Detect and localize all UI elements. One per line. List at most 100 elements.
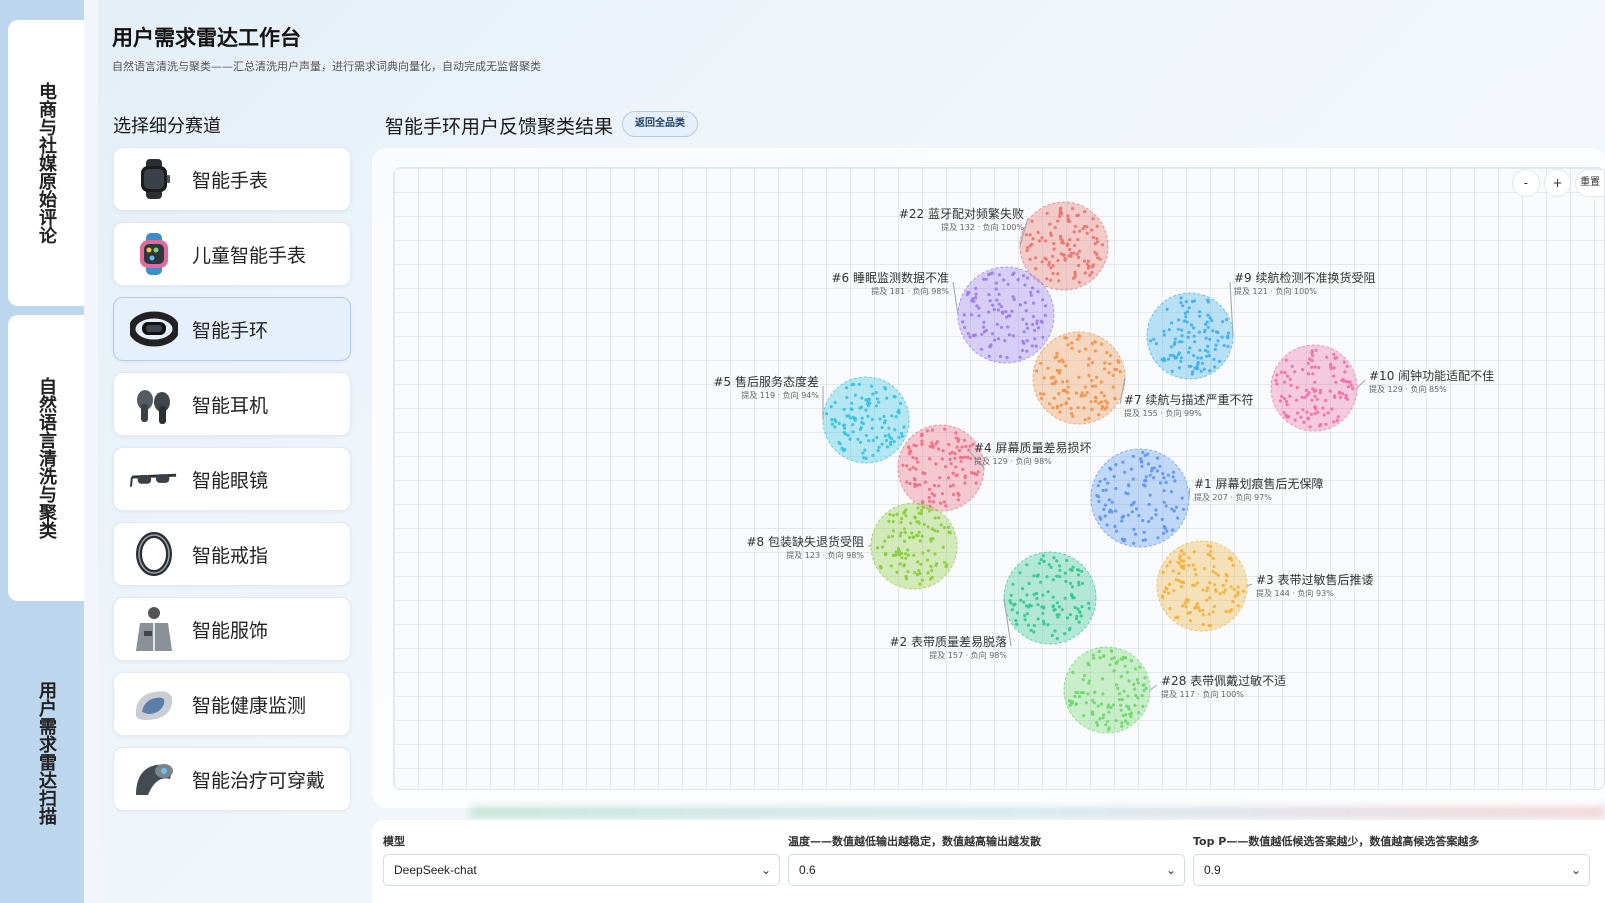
- cluster-point: [1041, 611, 1045, 616]
- cluster-point: [1129, 467, 1133, 471]
- cluster-point: [1025, 249, 1029, 253]
- cluster-point: [1024, 233, 1028, 237]
- cluster-point: [920, 439, 924, 443]
- cluster-point: [927, 487, 932, 491]
- cluster-point: [1080, 605, 1084, 609]
- cluster-point: [1209, 545, 1213, 549]
- cluster-point: [918, 483, 922, 487]
- cluster-point: [1126, 694, 1130, 698]
- cluster-point: [1072, 230, 1076, 234]
- cluster-point: [954, 436, 958, 440]
- cluster-point: [1148, 339, 1153, 343]
- cluster-point: [1068, 613, 1073, 617]
- cluster-point: [1209, 549, 1213, 554]
- cluster-point: [894, 415, 898, 419]
- tab-nlp-clustering[interactable]: 自然语言清洗与聚类: [8, 315, 84, 601]
- cluster-point: [1083, 224, 1087, 229]
- page-subtitle: 自然语言清洗与聚类——汇总清洗用户声量，进行需求词典向量化，自动完成无监督聚类: [112, 60, 541, 73]
- category-item-earbuds[interactable]: 智能耳机: [113, 372, 351, 436]
- back-to-all-button[interactable]: 返回全品类: [622, 111, 698, 137]
- category-item-kids-watch[interactable]: 儿童智能手表: [113, 222, 351, 286]
- cluster-point: [928, 444, 932, 448]
- cluster-point: [1195, 364, 1199, 368]
- cluster-point: [917, 521, 921, 525]
- zoom-out-button[interactable]: -: [1512, 169, 1540, 197]
- category-item-fitness-band[interactable]: 智能手环: [113, 297, 351, 361]
- category-item-smartwatch[interactable]: 智能手表: [113, 147, 351, 211]
- top-p-select[interactable]: 0.9 ⌄: [1193, 854, 1590, 886]
- category-heading: 选择细分赛道: [113, 116, 221, 137]
- cluster-point: [1012, 603, 1016, 607]
- cluster-point: [1173, 479, 1177, 483]
- cluster-point: [1201, 613, 1205, 617]
- cluster-point: [1109, 649, 1113, 653]
- cluster-point: [1162, 500, 1166, 504]
- cluster-point: [1070, 568, 1074, 572]
- cluster-stats: 提及 129 · 负向 98%: [974, 456, 1052, 466]
- category-item-smart-glasses[interactable]: 智能眼镜: [113, 447, 351, 511]
- cluster-point: [1049, 266, 1053, 270]
- cluster-point: [931, 537, 935, 541]
- cluster-point: [1216, 573, 1220, 577]
- cluster-point: [1090, 270, 1094, 275]
- cluster-point: [1313, 394, 1317, 398]
- cluster-point: [1041, 554, 1045, 558]
- cluster-chart[interactable]: #22 蓝牙配对频繁失败 提及 132 · 负向 100% #6 睡眠监测数据不准提…: [393, 167, 1605, 790]
- cluster-point: [896, 547, 901, 551]
- reset-button[interactable]: 重置: [1575, 169, 1605, 197]
- cluster-point: [874, 404, 878, 408]
- cluster-point: [1096, 484, 1100, 488]
- cluster-point: [1096, 704, 1100, 708]
- temperature-select[interactable]: 0.6 ⌄: [788, 854, 1185, 886]
- model-select[interactable]: DeepSeek-chat ⌄: [383, 854, 780, 886]
- cluster-point: [966, 455, 970, 459]
- cluster-stats: 提及 207 · 负向 97%: [1194, 492, 1272, 502]
- tab-demand-radar[interactable]: 用户需求雷达扫描: [8, 610, 84, 896]
- cluster-point: [1177, 571, 1181, 575]
- category-item-smart-ring[interactable]: 智能戒指: [113, 522, 351, 586]
- cluster-point: [929, 564, 933, 568]
- cluster-point: [1144, 686, 1148, 690]
- cluster-point: [1002, 278, 1006, 282]
- cluster-point: [946, 476, 951, 480]
- cluster-point: [1100, 342, 1104, 346]
- cluster-point: [1205, 354, 1209, 358]
- tab-raw-reviews[interactable]: 电商与社媒原始评论: [8, 20, 84, 306]
- cluster-point: [1211, 610, 1215, 614]
- cluster-point: [1111, 385, 1115, 389]
- cluster-point: [1080, 569, 1084, 573]
- cluster-point: [1306, 361, 1310, 365]
- category-item-therapy-wearable[interactable]: 智能治疗可穿戴: [113, 747, 351, 811]
- cluster-point: [1030, 344, 1034, 348]
- cluster-point: [1143, 479, 1147, 483]
- category-item-health-monitor[interactable]: 智能健康监测: [113, 672, 351, 736]
- cluster-point: [1114, 463, 1118, 467]
- cluster-point: [940, 492, 945, 496]
- cluster-point: [1326, 411, 1330, 415]
- cluster-point: [1042, 622, 1046, 626]
- zoom-in-button[interactable]: +: [1543, 169, 1572, 197]
- cluster-point: [1051, 604, 1056, 608]
- cluster-point: [1053, 608, 1057, 612]
- cluster-point: [1117, 698, 1122, 702]
- cluster-point: [1102, 394, 1106, 398]
- cluster-point: [951, 471, 955, 475]
- temperature-label: 温度——数值越低输出越稳定，数值越高输出越发散: [788, 835, 1041, 848]
- cluster-point: [1073, 224, 1077, 228]
- cluster-point: [1172, 509, 1176, 513]
- cluster-point: [933, 516, 937, 520]
- cluster-point: [928, 457, 932, 461]
- category-item-smart-clothing[interactable]: 智能服饰: [113, 597, 351, 661]
